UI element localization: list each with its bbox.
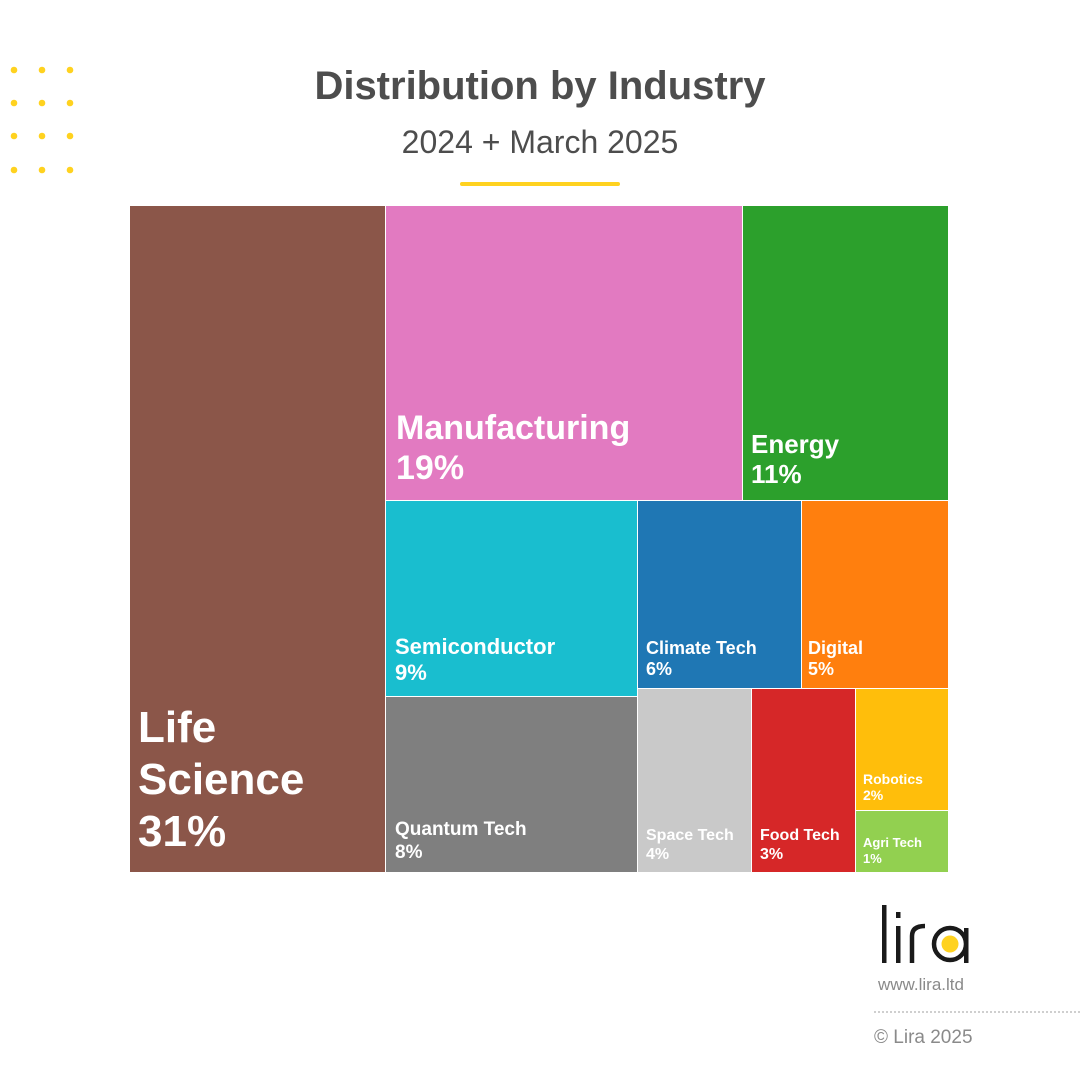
- category-name: Quantum Tech: [395, 819, 527, 841]
- value-label: 31%: [138, 807, 227, 857]
- treemap-chart: Life Science 31% Manufacturing 19% Energy 11% S…: [130, 206, 949, 873]
- tile-label: Digital 5%: [802, 638, 863, 688]
- tile-label: Robotics 2%: [856, 771, 923, 810]
- decorative-dot: [38, 66, 46, 74]
- decorative-dot: [38, 166, 46, 174]
- tile-label: Energy 11%: [743, 429, 839, 500]
- tile-manufacturing: Manufacturing 19%: [386, 206, 743, 501]
- tile-label: Manufacturing 19%: [386, 408, 630, 500]
- value-label: 6%: [646, 658, 673, 679]
- value-label: 19%: [396, 448, 465, 487]
- lira-logo: [882, 905, 969, 963]
- category-name: Semiconductor: [395, 634, 556, 660]
- footer-divider: [874, 1011, 1080, 1013]
- tile-label: Life Science 31%: [130, 702, 304, 872]
- value-label: 11%: [751, 459, 802, 490]
- decorative-dot: [66, 166, 74, 174]
- tile-energy: Energy 11%: [743, 206, 949, 501]
- category-name: Energy: [751, 428, 840, 459]
- decorative-dot: [66, 132, 74, 140]
- category-name: Robotics: [863, 770, 923, 787]
- decorative-dot: [66, 99, 74, 107]
- decorative-dot-grid: [10, 66, 74, 174]
- tile-label: Semiconductor 9%: [386, 634, 555, 696]
- category-name: Space Tech: [646, 827, 734, 845]
- category-name: Science: [138, 755, 305, 805]
- value-label: 4%: [646, 846, 670, 864]
- tile-food-tech: Food Tech 3%: [752, 689, 856, 873]
- website-url: www.lira.ltd: [878, 975, 964, 994]
- tile-label: Quantum Tech 8%: [386, 819, 527, 872]
- copyright-notice: © Lira 2025: [874, 1027, 973, 1048]
- value-label: 5%: [808, 658, 835, 679]
- tile-life-science: Life Science 31%: [130, 206, 386, 873]
- tile-semiconductor: Semiconductor 9%: [386, 501, 638, 697]
- decorative-dot: [10, 66, 18, 74]
- category-name: Manufacturing: [396, 408, 631, 447]
- tile-quantum-tech: Quantum Tech 8%: [386, 697, 638, 873]
- category-name: Agri Tech: [863, 835, 922, 851]
- chart-subtitle: 2024 + March 2025: [401, 124, 679, 160]
- tile-robotics: Robotics 2%: [856, 689, 949, 811]
- category-name: Food Tech: [760, 827, 840, 845]
- decorative-dot: [10, 99, 18, 107]
- tile-label: Space Tech 4%: [638, 827, 734, 872]
- value-label: 9%: [395, 660, 427, 686]
- tile-digital: Digital 5%: [802, 501, 949, 689]
- value-label: 3%: [760, 846, 784, 864]
- tile-agri-tech: Agri Tech 1%: [856, 811, 949, 873]
- category-name: Climate Tech: [646, 637, 757, 658]
- tile-label: Agri Tech 1%: [856, 835, 922, 872]
- tile-label: Food Tech 3%: [752, 827, 840, 872]
- value-label: 1%: [863, 850, 882, 866]
- decorative-dot: [10, 132, 18, 140]
- tile-climate-tech: Climate Tech 6%: [638, 501, 802, 689]
- category-name: Digital: [808, 637, 864, 658]
- chart-title: Distribution by Industry: [314, 64, 766, 108]
- tile-space-tech: Space Tech 4%: [638, 689, 752, 873]
- decorative-dot: [10, 166, 18, 174]
- decorative-dot: [66, 66, 74, 74]
- tile-label: Climate Tech 6%: [638, 638, 757, 688]
- value-label: 8%: [395, 841, 423, 863]
- value-label: 2%: [863, 787, 884, 804]
- decorative-dot: [38, 132, 46, 140]
- category-name: Life: [138, 703, 217, 753]
- title-underline: [460, 182, 620, 186]
- decorative-dot: [38, 99, 46, 107]
